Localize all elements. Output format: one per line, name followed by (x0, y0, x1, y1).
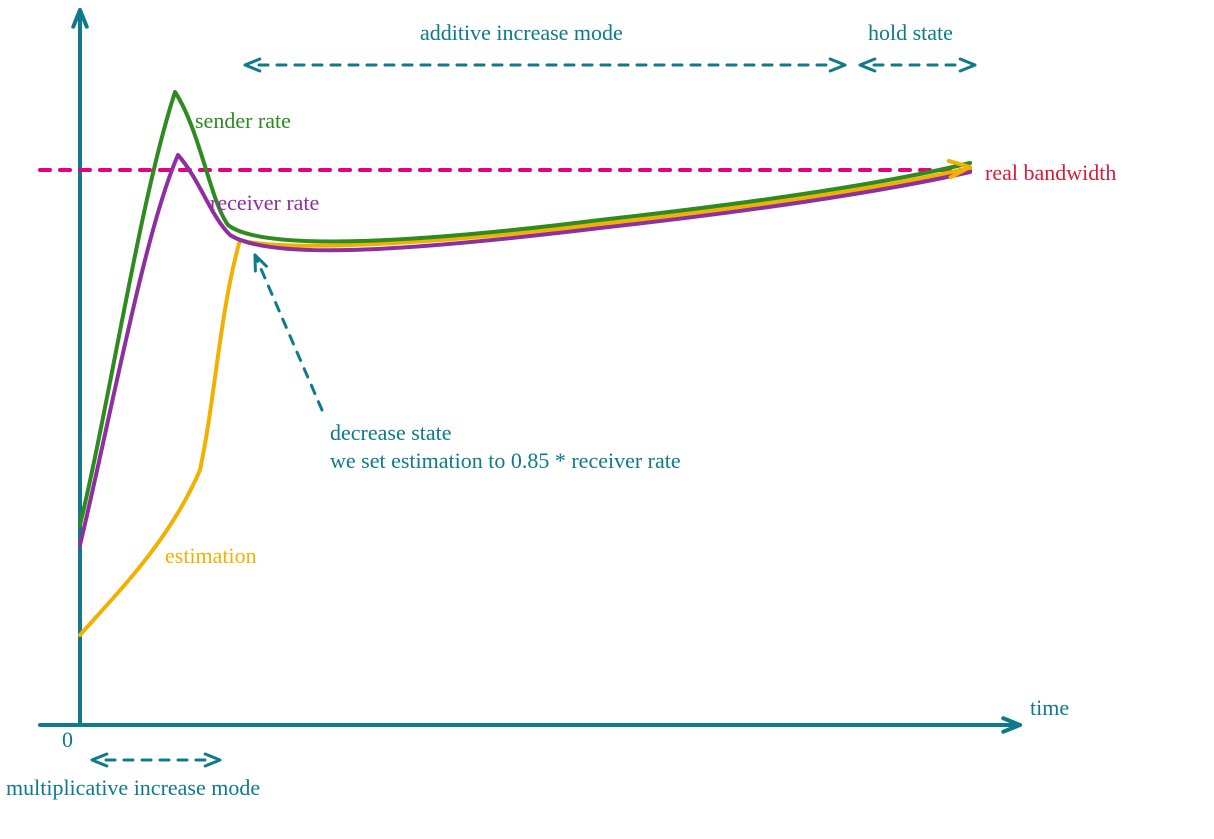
label-time: time (1030, 695, 1069, 721)
label-decrease-1: decrease state (330, 420, 452, 446)
label-decrease-2: we set estimation to 0.85 * receiver rat… (330, 448, 681, 474)
label-real-bandwidth: real bandwidth (985, 160, 1116, 186)
label-origin: 0 (62, 727, 73, 753)
label-sender-rate: sender rate (195, 108, 291, 134)
label-estimation: estimation (165, 543, 257, 569)
label-hold: hold state (868, 20, 953, 46)
label-multiplicative: multiplicative increase mode (6, 775, 260, 801)
label-receiver-rate: receiver rate (210, 190, 319, 216)
label-additive: additive increase mode (420, 20, 623, 46)
